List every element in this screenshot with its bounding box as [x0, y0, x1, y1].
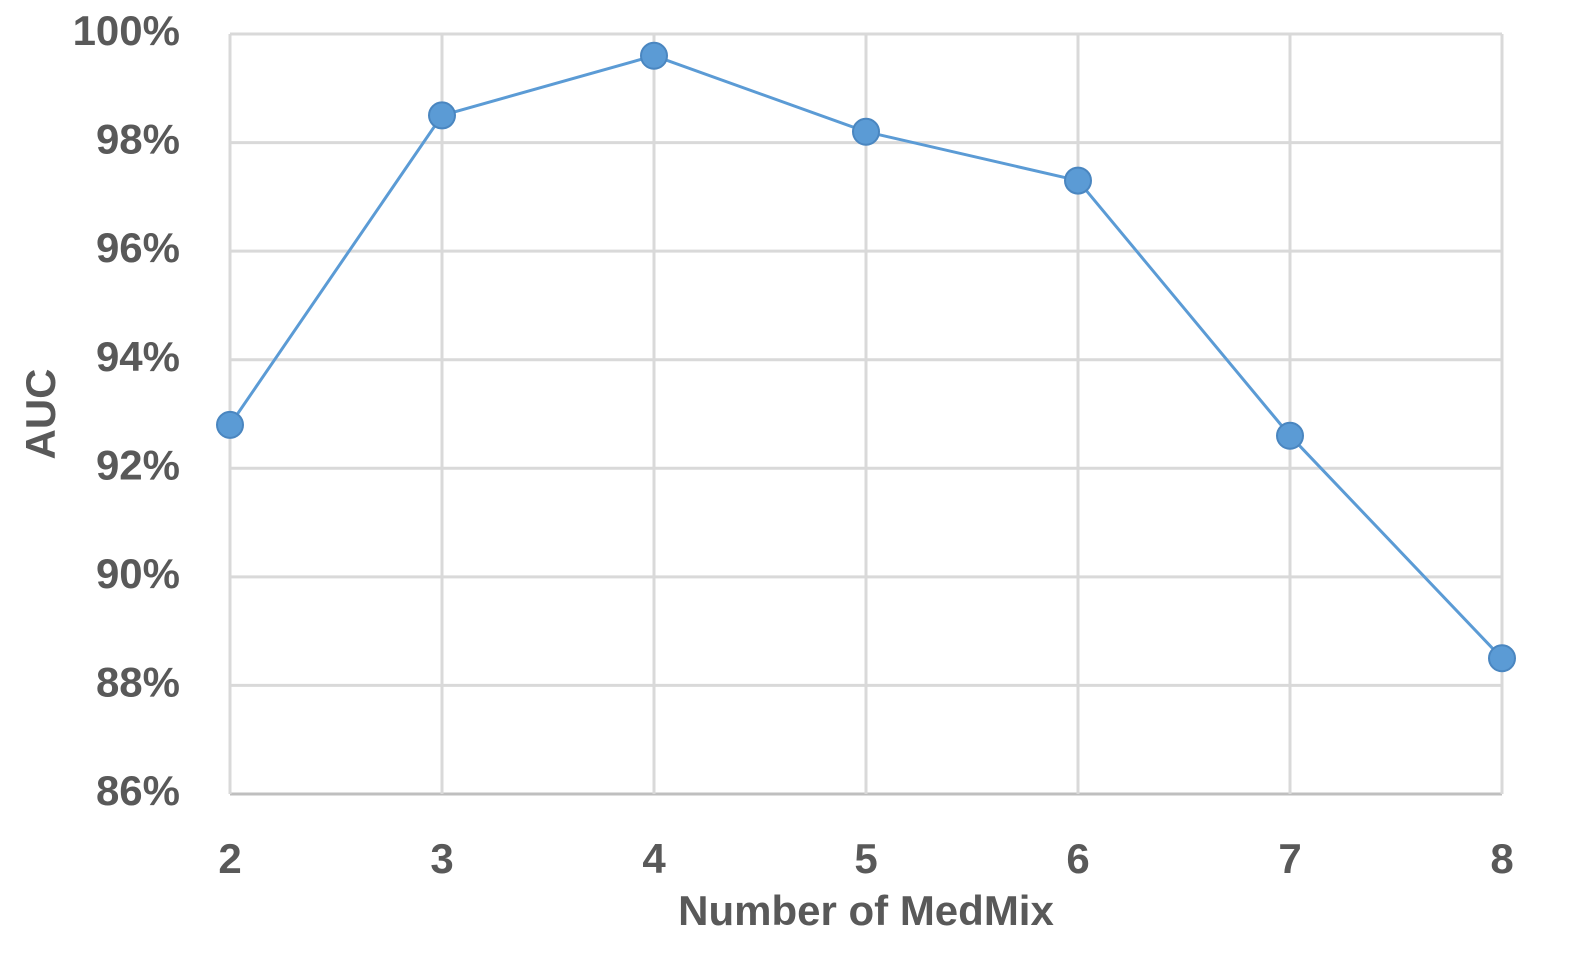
x-tick-label: 4 [642, 835, 666, 882]
x-axis-label: Number of MedMix [678, 887, 1054, 934]
point [640, 41, 668, 70]
y-tick-label: 88% [96, 659, 180, 706]
x-tick-label: 8 [1490, 835, 1513, 882]
point [1276, 421, 1304, 450]
y-tick-label: 92% [96, 441, 180, 488]
point [852, 117, 880, 146]
point [216, 410, 244, 439]
x-tick-label: 7 [1278, 835, 1301, 882]
y-tick-label: 90% [96, 550, 180, 597]
x-tick-label: 3 [430, 835, 453, 882]
x-tick-label: 5 [854, 835, 877, 882]
y-tick-label: 94% [96, 333, 180, 380]
point [1064, 166, 1092, 195]
point [1488, 644, 1516, 673]
x-tick-label: 6 [1066, 835, 1089, 882]
y-axis-label: AUC [17, 369, 64, 460]
y-tick-label: 96% [96, 224, 180, 271]
y-tick-label: 86% [96, 767, 180, 814]
point [428, 101, 456, 130]
y-tick-label: 100% [73, 7, 180, 54]
y-tick-label: 98% [96, 116, 180, 163]
x-tick-label: 2 [218, 835, 241, 882]
